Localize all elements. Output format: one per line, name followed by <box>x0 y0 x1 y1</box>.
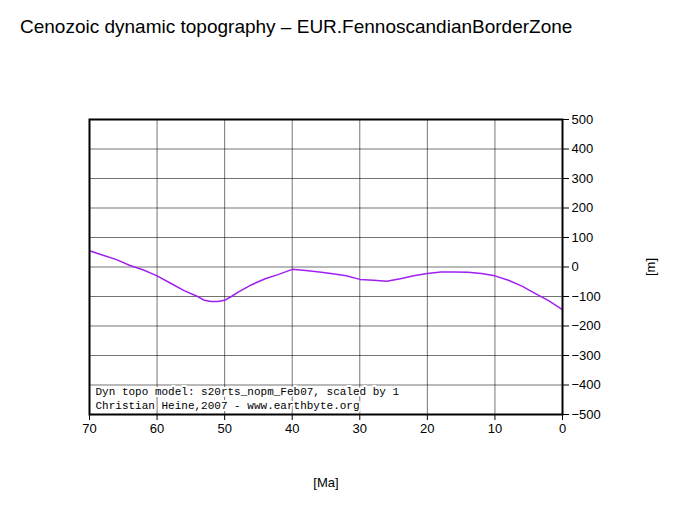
svg-text:20: 20 <box>420 421 434 436</box>
svg-text:200: 200 <box>572 200 594 215</box>
svg-text:−500: −500 <box>572 407 601 422</box>
svg-text:−100: −100 <box>572 289 601 304</box>
svg-text:10: 10 <box>488 421 502 436</box>
html-text:Cenozoic dynamic topography –: Cenozoic dynamic topography – EUR.Fennos… <box>20 16 573 37</box>
svg-text:40: 40 <box>285 421 299 436</box>
svg-text:0: 0 <box>559 421 566 436</box>
svg-text:400: 400 <box>572 141 594 156</box>
svg-text:500: 500 <box>572 112 594 127</box>
svg-text:30: 30 <box>353 421 367 436</box>
svg-text:−400: −400 <box>572 377 601 392</box>
svg-text:60: 60 <box>150 421 164 436</box>
svg-text:[Ma]: [Ma] <box>313 475 338 490</box>
svg-text:300: 300 <box>572 171 594 186</box>
svg-text:−300: −300 <box>572 348 601 363</box>
svg-text:0: 0 <box>572 259 579 274</box>
svg-text:50: 50 <box>217 421 231 436</box>
svg-text:70: 70 <box>82 421 96 436</box>
svg-text:−200: −200 <box>572 318 601 333</box>
svg-text:100: 100 <box>572 230 594 245</box>
svg-text:Dyn topo model: s20rts_nopm_Fe: Dyn topo model: s20rts_nopm_Feb07, scale… <box>96 386 400 411</box>
svg-text:[m]: [m] <box>643 258 658 276</box>
